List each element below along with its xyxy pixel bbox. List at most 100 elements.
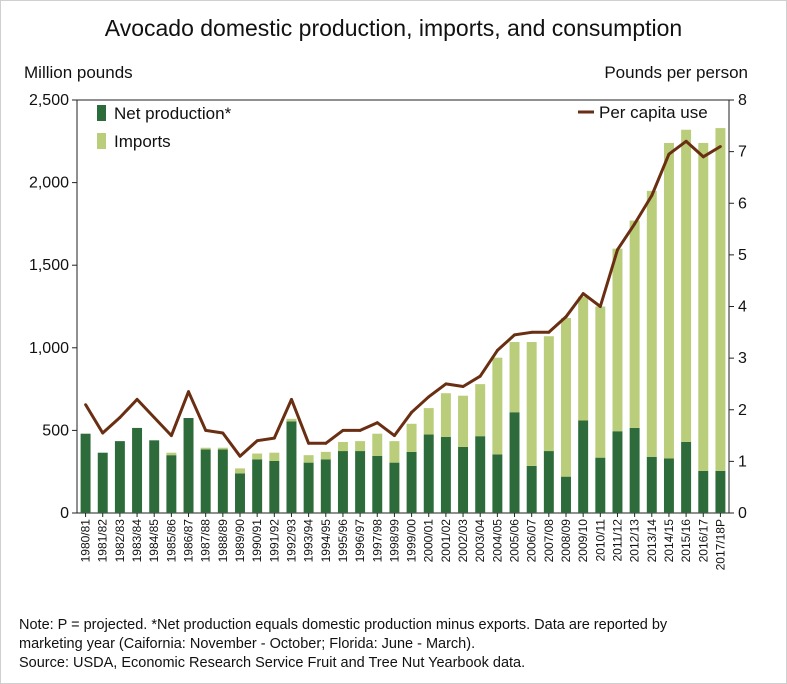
bar-imports xyxy=(235,468,245,474)
bar-imports xyxy=(269,452,280,461)
x-axis-tick-label: 2000/01 xyxy=(422,519,436,563)
per-capita-point xyxy=(495,348,499,352)
x-axis-tick-label: 1988/89 xyxy=(216,519,230,563)
bar-imports xyxy=(166,452,177,456)
x-axis-tick-label: 2006/07 xyxy=(525,519,539,563)
bar-imports xyxy=(492,357,503,455)
bar-imports xyxy=(715,128,726,471)
bar-imports xyxy=(423,408,434,435)
bar-net-production xyxy=(543,451,554,513)
x-axis-tick-label: 1990/91 xyxy=(250,519,264,563)
bar-net-production xyxy=(97,452,108,513)
x-axis-tick-label: 2001/02 xyxy=(439,519,453,563)
bar-net-production xyxy=(595,457,606,513)
bar-net-production xyxy=(252,459,263,513)
bar-net-production xyxy=(423,434,434,513)
x-axis-tick-label: 2008/09 xyxy=(559,519,573,563)
x-axis-tick-label: 2003/04 xyxy=(473,519,487,563)
left-axis-tick-label: 0 xyxy=(60,505,69,522)
bar-net-production xyxy=(166,455,177,513)
right-axis-tick-label: 6 xyxy=(738,195,747,212)
bar-imports xyxy=(217,447,228,450)
per-capita-line xyxy=(84,139,722,458)
legend-label-net-production: Net production* xyxy=(114,104,232,123)
per-capita-point xyxy=(701,155,705,159)
x-axis-tick-label: 2005/06 xyxy=(508,519,522,563)
x-axis-tick-label: 1981/82 xyxy=(96,519,110,563)
bar-net-production xyxy=(492,454,503,513)
x-axis-tick-label: 1986/87 xyxy=(182,519,196,563)
left-axis-tick-label: 2,000 xyxy=(29,175,69,192)
x-axis-tick-label: 2014/15 xyxy=(662,519,676,563)
per-capita-point xyxy=(393,434,396,437)
x-axis-tick-label: 2004/05 xyxy=(490,519,504,563)
per-capita-point xyxy=(564,315,568,319)
bar-imports xyxy=(543,336,554,452)
x-axis-tick-label: 1989/90 xyxy=(233,519,247,563)
chart-notes: Note: P = projected. *Net production equ… xyxy=(19,616,774,673)
chart-plot: 0 500 1,000 1,500 2,000 2,500 0 1 2 3 4 5 6 7 8 1980/81… xyxy=(29,92,747,570)
bar-net-production xyxy=(183,418,194,513)
x-axis-tick-label: 1996/97 xyxy=(353,519,367,563)
per-capita-point xyxy=(135,398,139,401)
per-capita-point xyxy=(410,410,413,414)
x-axis-tick-label: 1980/81 xyxy=(79,519,93,563)
bar-net-production xyxy=(372,456,383,513)
x-axis-tick-label: 1987/88 xyxy=(199,519,213,563)
per-capita-point xyxy=(530,330,534,334)
x-axis-tick-label: 1985/86 xyxy=(164,519,178,563)
x-axis-tick-label: 2016/17 xyxy=(696,519,710,563)
bar-imports xyxy=(698,142,709,471)
bar-net-production xyxy=(406,451,417,513)
x-axis-tick-label: 2012/13 xyxy=(628,519,642,563)
bar-net-production xyxy=(114,441,125,513)
note-line-1: Note: P = projected. *Net production equ… xyxy=(19,617,668,633)
bar-imports xyxy=(595,306,606,458)
bar-imports xyxy=(286,418,297,422)
per-capita-point xyxy=(667,152,671,156)
per-capita-point xyxy=(290,398,293,401)
per-capita-point xyxy=(84,403,87,406)
bar-net-production xyxy=(629,427,640,513)
bar-imports xyxy=(646,190,657,457)
bar-net-production xyxy=(561,476,571,513)
bar-net-production xyxy=(475,436,486,513)
left-axis-tick-label: 1,000 xyxy=(29,340,69,357)
bar-imports xyxy=(337,441,348,452)
left-axis-tick-label: 500 xyxy=(42,422,69,439)
note-line-2: marketing year (Caifornia: November - Oc… xyxy=(19,636,476,652)
per-capita-point xyxy=(152,416,156,419)
bar-net-production xyxy=(526,465,537,513)
x-axis-tick-label: 2017/18P xyxy=(713,519,727,570)
bar-imports xyxy=(406,423,417,452)
per-capita-point xyxy=(461,385,465,388)
x-axis-tick-label: 1994/95 xyxy=(319,519,333,563)
legend-label-imports: Imports xyxy=(114,132,171,151)
x-axis-tick-label: 2011/12 xyxy=(610,519,624,562)
x-axis-tick-label: 1995/96 xyxy=(336,519,350,563)
per-capita-point xyxy=(101,431,105,435)
bar-net-production xyxy=(612,431,623,513)
x-axis-tick-label: 2002/03 xyxy=(456,519,470,563)
bar-net-production xyxy=(337,451,348,513)
per-capita-point xyxy=(427,395,431,399)
bar-net-production xyxy=(458,446,469,513)
per-capita-point xyxy=(341,429,345,432)
right-axis-tick-label: 1 xyxy=(738,453,747,470)
bar-net-production xyxy=(440,437,451,513)
per-capita-point xyxy=(633,222,637,226)
left-axis-title: Million pounds xyxy=(24,63,133,82)
x-axis-tick-label: 1984/85 xyxy=(147,519,161,563)
bar-net-production xyxy=(200,449,211,513)
per-capita-point xyxy=(547,330,551,334)
bar-net-production xyxy=(698,470,709,513)
right-axis-tick-label: 5 xyxy=(738,247,747,264)
bar-net-production xyxy=(286,421,297,513)
per-capita-point xyxy=(255,439,259,443)
per-capita-point xyxy=(187,390,190,394)
per-capita-point xyxy=(169,434,173,437)
right-axis-tick-label: 4 xyxy=(738,299,747,316)
x-axis-tick-label: 2015/16 xyxy=(679,519,693,563)
per-capita-point xyxy=(478,374,482,378)
right-axis-tick-label: 7 xyxy=(738,144,747,161)
